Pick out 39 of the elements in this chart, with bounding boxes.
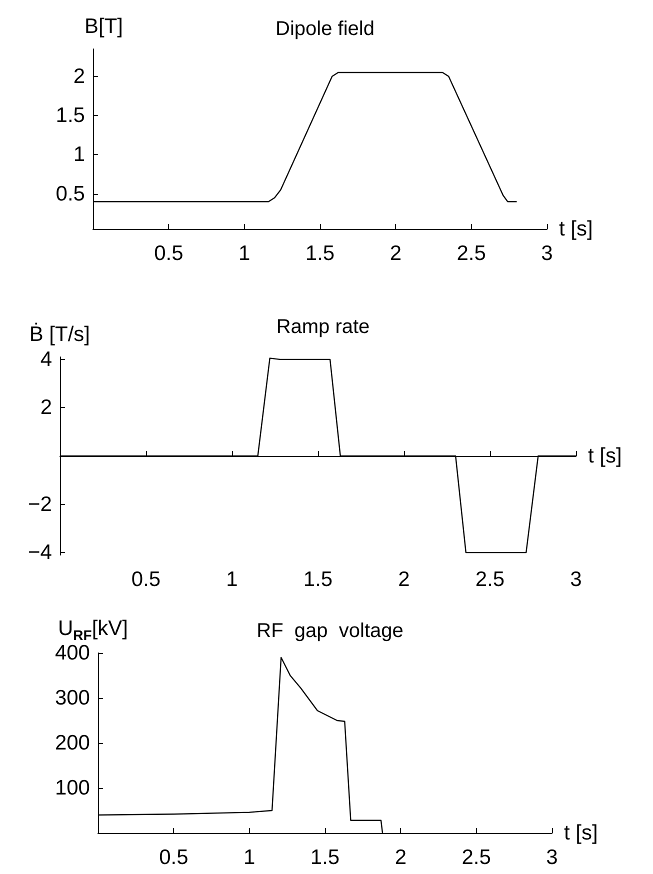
x-tick-label: 0.5 [159, 846, 188, 869]
x-axis-title: t [s] [559, 218, 593, 240]
y-tick-label: 0.5 [56, 182, 85, 206]
x-tick-label: 2 [398, 568, 410, 591]
x-tick-label: 2 [394, 846, 407, 869]
chart-title: Dipole field [276, 18, 374, 40]
x-tick-label: 2.5 [475, 568, 505, 591]
x-tick-label: 2.5 [456, 242, 486, 265]
y-tick-label: 2 [73, 64, 85, 88]
y-tick-label: 4 [40, 348, 52, 371]
y-tick-label: −4 [28, 541, 52, 564]
y-tick-label: 400 [54, 642, 90, 664]
x-tick-label: 1 [238, 242, 250, 265]
y-axis-title: U$_{RF}$[kV] [58, 616, 128, 643]
y-tick-label: 300 [54, 686, 90, 710]
x-tick-label: 1 [226, 568, 238, 591]
y-tick-label: 100 [54, 776, 90, 800]
y-tick-label: 1 [73, 143, 85, 166]
x-tick-label: 1.5 [303, 568, 333, 591]
y-tick-label: −2 [28, 492, 52, 516]
x-tick-label: 3 [570, 568, 582, 591]
x-tick-label: 0.5 [131, 568, 161, 591]
x-tick-label: 2 [390, 242, 402, 265]
x-tick-label: 1.5 [310, 846, 340, 869]
chart-title: RF gap voltage [256, 620, 404, 642]
x-axis-title: t [s] [588, 444, 622, 468]
y-tick-label: 200 [54, 732, 90, 754]
y-axis-title: Ḃ [T/s] [29, 323, 90, 347]
chart-title: Ramp rate [276, 316, 370, 338]
x-tick-label: 1.5 [305, 242, 335, 265]
x-tick-label: 3 [541, 242, 553, 265]
y-tick-label: 1.5 [56, 104, 85, 128]
x-tick-label: 1 [243, 846, 256, 869]
x-axis-title: t [s] [564, 822, 598, 844]
x-tick-label: 0.5 [154, 242, 184, 265]
x-tick-label: 3 [546, 846, 558, 869]
x-tick-label: 2.5 [462, 846, 491, 869]
y-tick-label: 2 [40, 396, 52, 420]
y-axis-title: B[T] [84, 15, 123, 39]
